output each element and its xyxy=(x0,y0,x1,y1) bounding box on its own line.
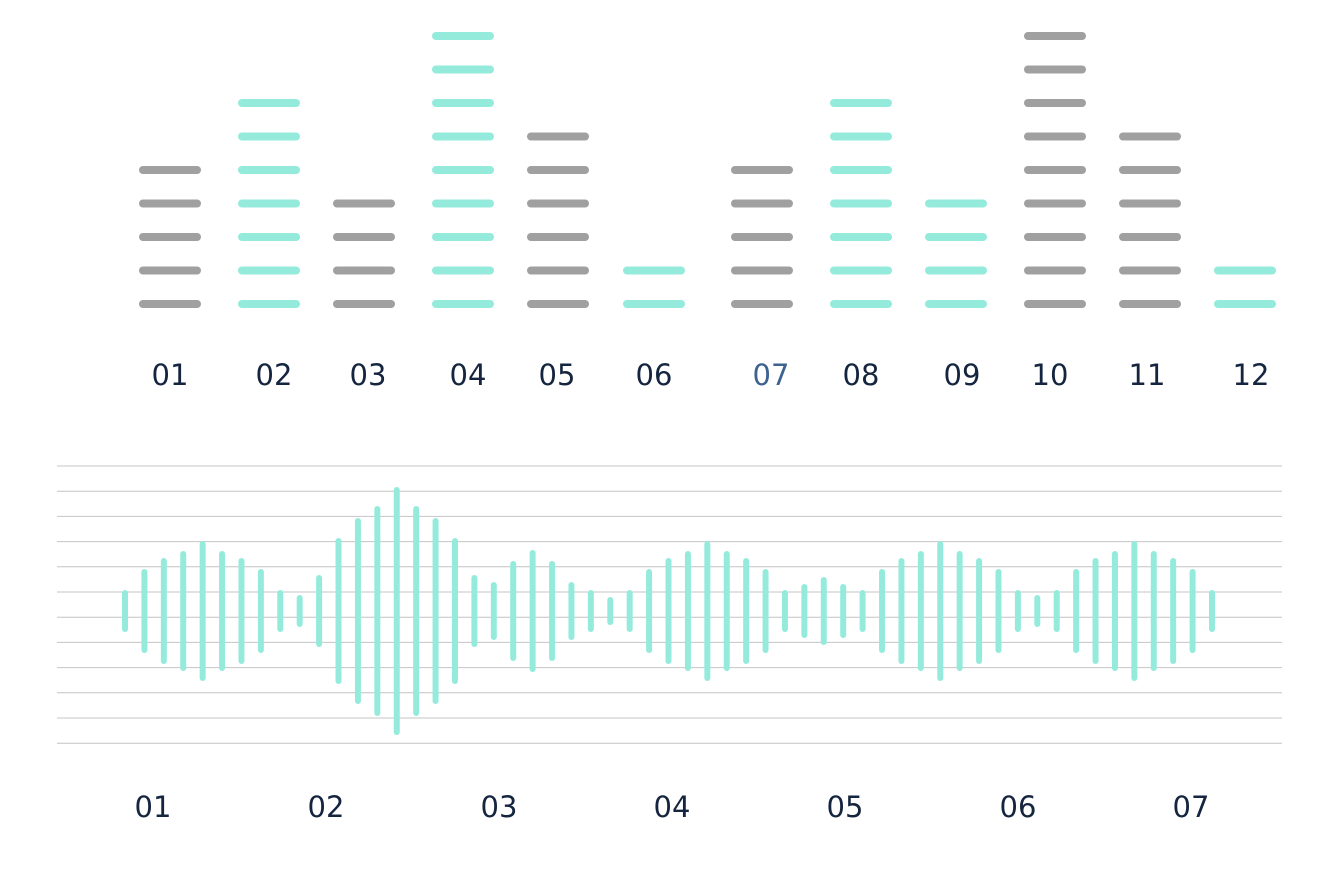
x-tick-label: 05 xyxy=(827,790,864,824)
x-tick-label: 08 xyxy=(843,358,880,392)
x-tick-label: 01 xyxy=(152,358,189,392)
x-tick-label: 06 xyxy=(636,358,673,392)
x-tick-label: 03 xyxy=(481,790,518,824)
bar xyxy=(1024,32,1086,308)
x-tick-label: 02 xyxy=(308,790,345,824)
x-tick-label: 01 xyxy=(135,790,172,824)
x-tick-label: 06 xyxy=(1000,790,1037,824)
x-tick-label: 07 xyxy=(753,358,790,392)
bar xyxy=(623,266,685,308)
x-tick-label: 03 xyxy=(350,358,387,392)
x-tick-label: 10 xyxy=(1032,358,1069,392)
bar xyxy=(925,199,987,308)
bar xyxy=(139,166,201,308)
x-tick-label: 07 xyxy=(1173,790,1210,824)
bar xyxy=(238,99,300,308)
x-tick-label: 12 xyxy=(1233,358,1270,392)
x-tick-label: 09 xyxy=(944,358,981,392)
x-tick-label: 04 xyxy=(450,358,487,392)
x-tick-label: 05 xyxy=(539,358,576,392)
bar xyxy=(432,32,494,308)
x-tick-label: 11 xyxy=(1129,358,1166,392)
bar xyxy=(1214,266,1276,308)
bar xyxy=(1119,132,1181,308)
bar xyxy=(527,132,589,308)
x-tick-label: 04 xyxy=(654,790,691,824)
x-tick-label: 02 xyxy=(256,358,293,392)
bar xyxy=(731,166,793,308)
bar xyxy=(333,199,395,308)
bar xyxy=(830,99,892,308)
